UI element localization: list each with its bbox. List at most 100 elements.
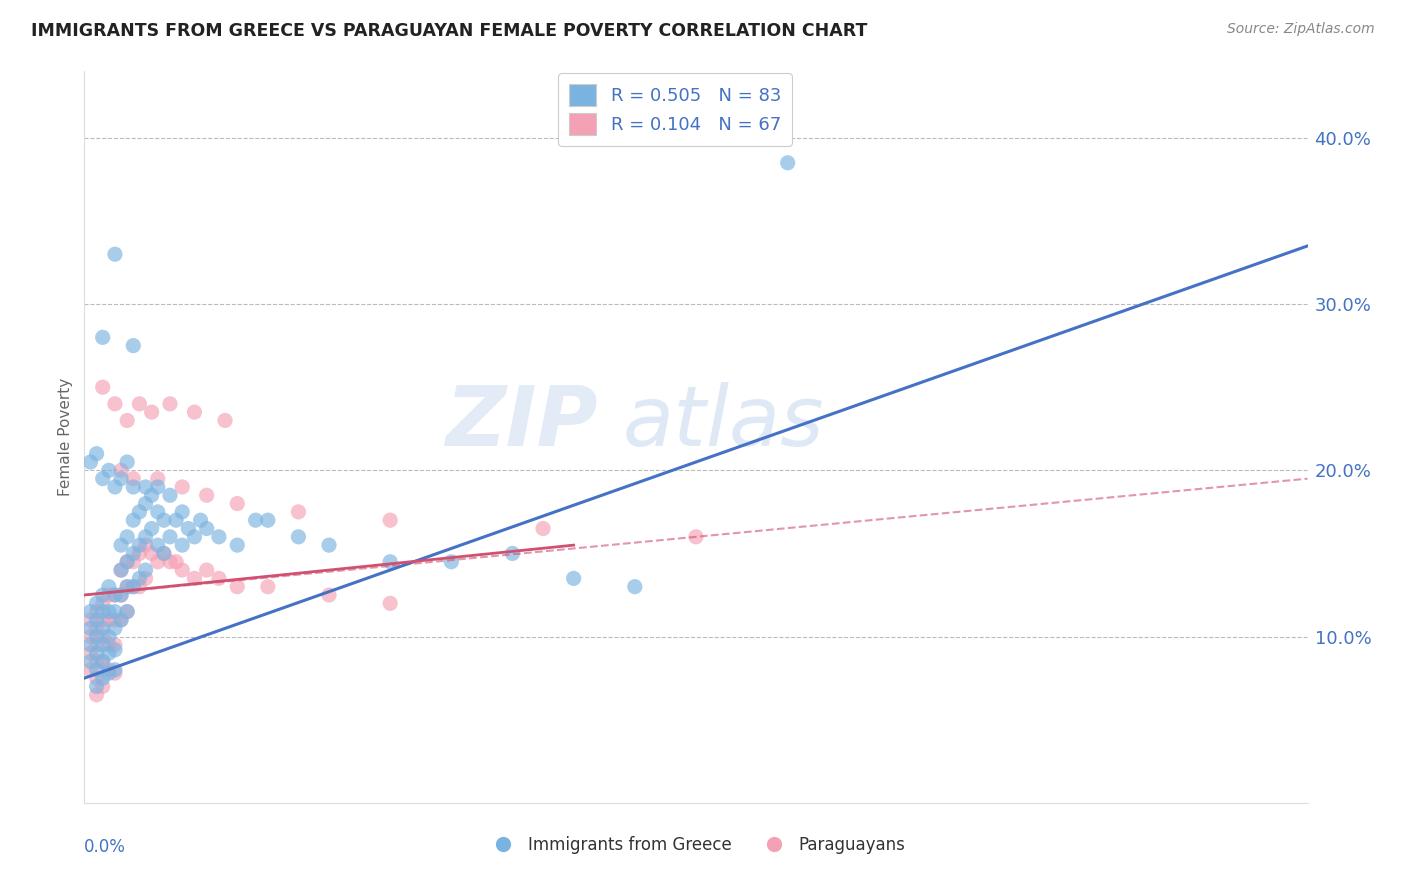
Point bbox=[86, 663, 108, 677]
Point bbox=[91, 655, 114, 669]
Point bbox=[91, 613, 114, 627]
Point bbox=[159, 488, 181, 502]
Point bbox=[86, 638, 108, 652]
Point bbox=[172, 480, 194, 494]
Point bbox=[208, 530, 231, 544]
Point bbox=[115, 530, 138, 544]
Point bbox=[86, 655, 108, 669]
Point bbox=[172, 538, 194, 552]
Point bbox=[104, 663, 127, 677]
Point bbox=[97, 588, 120, 602]
Point bbox=[97, 646, 120, 660]
Point bbox=[624, 580, 647, 594]
Point bbox=[86, 596, 108, 610]
Point bbox=[79, 630, 101, 644]
Point bbox=[115, 605, 138, 619]
Point bbox=[115, 580, 138, 594]
Point bbox=[86, 671, 108, 685]
Point bbox=[104, 480, 127, 494]
Point bbox=[257, 580, 280, 594]
Point bbox=[115, 580, 138, 594]
Point bbox=[122, 580, 145, 594]
Point bbox=[86, 646, 108, 660]
Text: atlas: atlas bbox=[623, 382, 824, 463]
Point bbox=[91, 680, 114, 694]
Point bbox=[122, 555, 145, 569]
Point bbox=[146, 472, 169, 486]
Point bbox=[91, 380, 114, 394]
Point bbox=[562, 571, 585, 585]
Point bbox=[104, 638, 127, 652]
Point bbox=[177, 521, 200, 535]
Point bbox=[128, 505, 150, 519]
Point bbox=[141, 546, 163, 560]
Point bbox=[79, 455, 101, 469]
Point bbox=[208, 571, 231, 585]
Point bbox=[380, 513, 402, 527]
Point bbox=[380, 596, 402, 610]
Point bbox=[79, 605, 101, 619]
Point bbox=[287, 505, 309, 519]
Point bbox=[79, 655, 101, 669]
Point bbox=[104, 605, 127, 619]
Point bbox=[135, 480, 157, 494]
Point bbox=[86, 447, 108, 461]
Point bbox=[97, 663, 120, 677]
Point bbox=[97, 580, 120, 594]
Point bbox=[153, 546, 176, 560]
Point bbox=[86, 613, 108, 627]
Point bbox=[183, 571, 205, 585]
Point bbox=[183, 530, 205, 544]
Point bbox=[97, 613, 120, 627]
Point bbox=[159, 555, 181, 569]
Point bbox=[110, 463, 132, 477]
Point bbox=[86, 605, 108, 619]
Point bbox=[122, 546, 145, 560]
Point bbox=[135, 497, 157, 511]
Point bbox=[79, 638, 101, 652]
Point bbox=[104, 397, 127, 411]
Point bbox=[257, 513, 280, 527]
Point bbox=[122, 580, 145, 594]
Point bbox=[146, 505, 169, 519]
Point bbox=[122, 472, 145, 486]
Point bbox=[86, 688, 108, 702]
Point bbox=[97, 630, 120, 644]
Point bbox=[159, 530, 181, 544]
Point bbox=[110, 538, 132, 552]
Point bbox=[110, 588, 132, 602]
Point bbox=[153, 513, 176, 527]
Point bbox=[91, 621, 114, 635]
Point bbox=[685, 530, 707, 544]
Point bbox=[380, 555, 402, 569]
Point bbox=[86, 680, 108, 694]
Point bbox=[110, 563, 132, 577]
Point bbox=[135, 571, 157, 585]
Point bbox=[97, 605, 120, 619]
Point bbox=[141, 521, 163, 535]
Point bbox=[531, 521, 554, 535]
Point bbox=[195, 488, 218, 502]
Point bbox=[172, 563, 194, 577]
Point bbox=[287, 530, 309, 544]
Point bbox=[91, 671, 114, 685]
Point bbox=[79, 613, 101, 627]
Point bbox=[91, 655, 114, 669]
Point bbox=[110, 472, 132, 486]
Point bbox=[104, 621, 127, 635]
Point bbox=[146, 555, 169, 569]
Point bbox=[226, 580, 249, 594]
Point bbox=[104, 666, 127, 681]
Point bbox=[318, 538, 340, 552]
Point bbox=[115, 605, 138, 619]
Point bbox=[159, 397, 181, 411]
Point bbox=[97, 463, 120, 477]
Point bbox=[195, 521, 218, 535]
Point bbox=[776, 155, 799, 169]
Point bbox=[141, 405, 163, 419]
Point bbox=[86, 621, 108, 635]
Point bbox=[110, 613, 132, 627]
Point bbox=[104, 588, 127, 602]
Point bbox=[128, 571, 150, 585]
Point bbox=[104, 247, 127, 261]
